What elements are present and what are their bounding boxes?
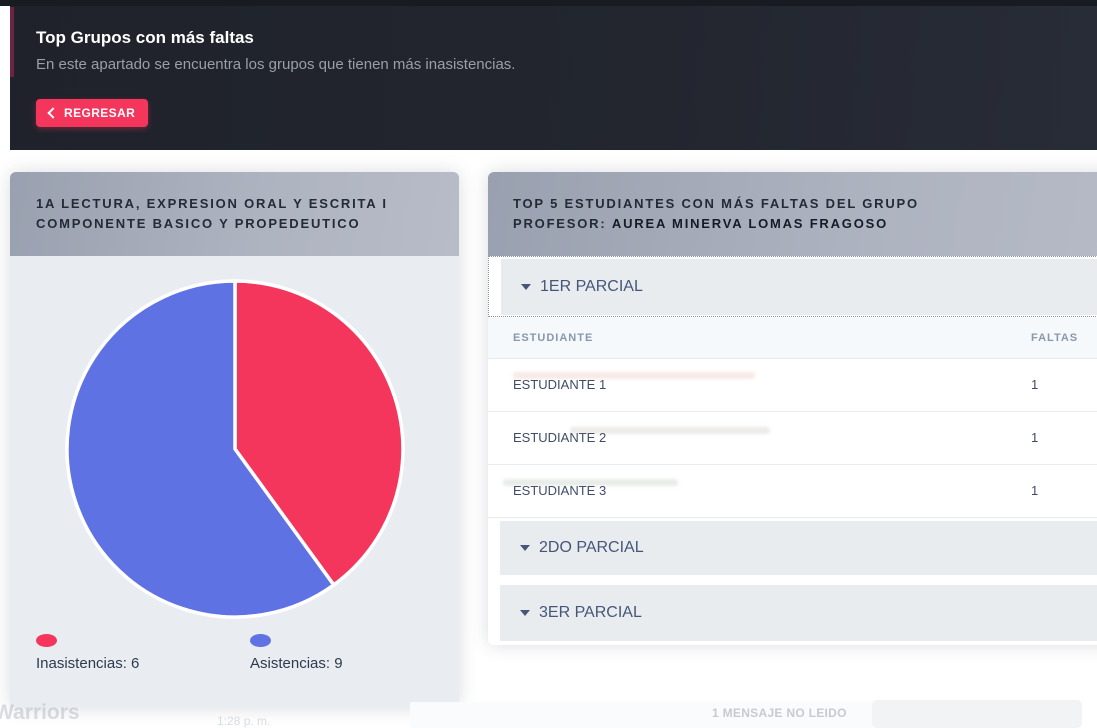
legend-label: Asistencias: 9 <box>250 655 343 672</box>
table-header-faltas: FALTAS <box>1006 318 1097 359</box>
student-name: ESTUDIANTE 3 <box>488 464 1006 518</box>
faltas-value: 1 <box>1006 411 1097 465</box>
students-card-header: TOP 5 ESTUDIANTES CON MÁS FALTAS DEL GRU… <box>488 172 1097 256</box>
redacted-name-smudge <box>503 478 678 486</box>
chevron-left-icon <box>47 107 59 119</box>
caret-down-icon <box>521 284 531 290</box>
background-pill <box>872 700 1082 728</box>
page-title: Top Grupos con más faltas <box>36 28 254 47</box>
table-row: ESTUDIANTE 3 1 <box>488 464 1097 518</box>
pie-slice-asistencias <box>65 279 336 619</box>
regresar-button[interactable]: REGRESAR <box>36 99 149 127</box>
caret-down-icon <box>520 545 530 551</box>
accordion-section-3er-parcial[interactable]: 3ER PARCIAL <box>500 585 1097 641</box>
group-title-line1: 1A LECTURA, EXPRESION ORAL Y ESCRITA I <box>36 196 388 211</box>
student-name: ESTUDIANTE 1 <box>488 358 1006 412</box>
banner-accent-strip <box>10 7 14 77</box>
table-row: ESTUDIANTE 1 1 <box>488 358 1097 412</box>
legend-label: Inasistencias: 6 <box>36 655 140 672</box>
faltas-value: 1 <box>1006 358 1097 412</box>
student-name: ESTUDIANTE 2 <box>488 411 1006 465</box>
attendance-table: ESTUDIANTE FALTAS ESTUDIANTE 1 1 ESTUDIA… <box>488 318 1097 518</box>
students-card: TOP 5 ESTUDIANTES CON MÁS FALTAS DEL GRU… <box>488 172 1097 645</box>
ghost-unread-message: 1 MENSAJE NO LEIDO <box>712 706 847 720</box>
regresar-button-label: REGRESAR <box>64 106 136 120</box>
redacted-name-smudge <box>570 426 770 434</box>
professor-prefix: PROFESOR: <box>513 216 607 231</box>
caret-down-icon <box>520 610 530 616</box>
legend-item: Asistencias: 9 <box>250 634 343 672</box>
redacted-name-smudge <box>513 371 755 379</box>
legend-marker-asistencias <box>250 634 271 647</box>
banner: Top Grupos con más faltas En este aparta… <box>10 6 1097 150</box>
legend-item: Inasistencias: 6 <box>36 634 139 672</box>
faltas-value: 1 <box>1006 464 1097 518</box>
accordion-label: 1ER PARCIAL <box>540 278 643 295</box>
accordion-section-2do-parcial[interactable]: 2DO PARCIAL <box>500 521 1097 575</box>
accordion-section-1er-parcial[interactable]: 1ER PARCIAL <box>501 259 1097 315</box>
accordion-focus-ring: 1ER PARCIAL <box>488 256 1097 317</box>
ghost-chat-time: 1:28 p. m. <box>217 714 271 728</box>
group-card-body: Inasistencias: 6 Asistencias: 9 <box>10 256 459 708</box>
legend-marker-inasistencias <box>36 634 57 647</box>
table-header-estudiante: ESTUDIANTE <box>488 318 1006 359</box>
table-row: ESTUDIANTE 2 1 <box>488 411 1097 465</box>
group-card-header: 1A LECTURA, EXPRESION ORAL Y ESCRITA I C… <box>10 172 459 256</box>
group-card: 1A LECTURA, EXPRESION ORAL Y ESCRITA I C… <box>10 172 459 708</box>
professor-line: PROFESOR: AUREA MINERVA LOMAS FRAGOSO <box>513 214 1097 234</box>
ghost-chat-name: Warriors <box>0 701 80 724</box>
pie-chart <box>65 279 405 619</box>
accordion-label: 3ER PARCIAL <box>539 604 642 621</box>
top-dark-strip <box>0 0 1097 6</box>
table-header-row: ESTUDIANTE FALTAS <box>488 318 1097 359</box>
accordion-label: 2DO PARCIAL <box>539 539 644 556</box>
pie-slice-inasistencias <box>233 279 405 587</box>
page-subtitle: En este apartado se encuentra los grupos… <box>36 56 516 73</box>
professor-name: AUREA MINERVA LOMAS FRAGOSO <box>611 216 889 231</box>
group-title-line2: COMPONENTE BASICO Y PROPEDEUTICO <box>36 216 361 231</box>
students-card-title: TOP 5 ESTUDIANTES CON MÁS FALTAS DEL GRU… <box>513 196 919 211</box>
